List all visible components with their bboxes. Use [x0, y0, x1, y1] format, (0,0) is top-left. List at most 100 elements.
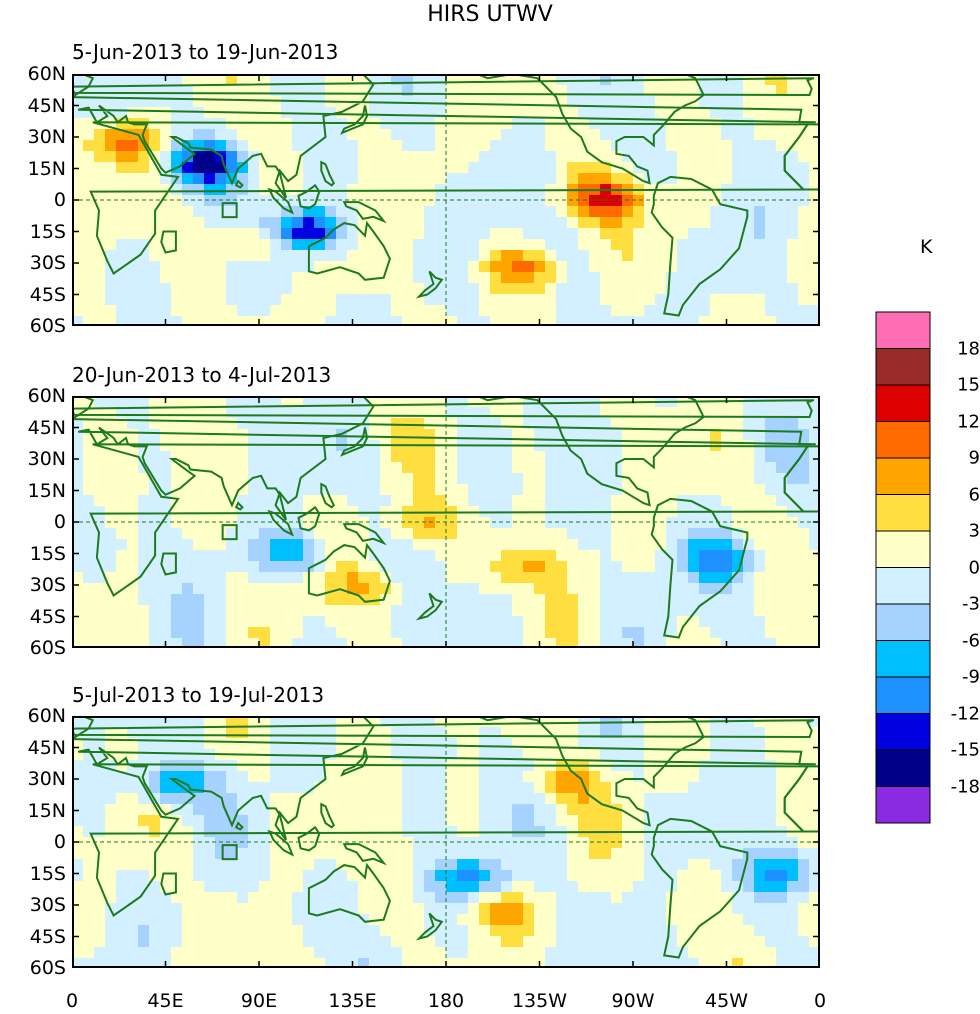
anomaly-cell — [534, 528, 546, 540]
anomaly-cell — [314, 239, 326, 251]
anomaly-cell — [259, 451, 271, 463]
anomaly-cell — [259, 294, 271, 306]
anomaly-cell — [732, 283, 744, 295]
anomaly-cell — [644, 418, 656, 430]
anomaly-cell — [193, 294, 205, 306]
anomaly-cell — [699, 129, 711, 141]
anomaly-cell — [611, 903, 623, 915]
anomaly-cell — [501, 881, 513, 893]
anomaly-cell — [468, 528, 480, 540]
anomaly-cell — [578, 925, 590, 937]
anomaly-cell — [721, 250, 733, 262]
anomaly-cell — [468, 451, 480, 463]
anomaly-cell — [644, 616, 656, 628]
anomaly-cell — [127, 914, 139, 926]
anomaly-cell — [72, 749, 84, 761]
anomaly-cell — [303, 914, 315, 926]
anomaly-cell — [138, 107, 150, 119]
anomaly-cell — [501, 594, 513, 606]
anomaly-cell — [666, 473, 678, 485]
anomaly-cell — [479, 958, 491, 968]
anomaly-cell — [688, 517, 700, 529]
anomaly-cell — [688, 528, 700, 540]
anomaly-cell — [435, 716, 447, 728]
anomaly-cell — [413, 837, 425, 849]
anomaly-cell — [600, 925, 612, 937]
anomaly-cell — [490, 771, 502, 783]
anomaly-cell — [413, 107, 425, 119]
anomaly-cell — [248, 760, 260, 772]
anomaly-cell — [523, 495, 535, 507]
anomaly-cell — [160, 294, 172, 306]
anomaly-cell — [281, 462, 293, 474]
anomaly-cell — [699, 107, 711, 119]
anomaly-cell — [83, 716, 95, 728]
anomaly-cell — [721, 272, 733, 284]
anomaly-cell — [182, 283, 194, 295]
anomaly-cell — [292, 316, 304, 326]
anomaly-cell — [380, 129, 392, 141]
anomaly-cell — [809, 738, 820, 750]
anomaly-cell — [479, 451, 491, 463]
anomaly-cell — [237, 925, 249, 937]
anomaly-cell — [754, 228, 766, 240]
anomaly-cell — [94, 771, 106, 783]
anomaly-cell — [776, 771, 788, 783]
anomaly-cell — [523, 473, 535, 485]
anomaly-cell — [490, 74, 502, 86]
anomaly-cell — [226, 129, 238, 141]
anomaly-cell — [413, 958, 425, 968]
anomaly-cell — [424, 771, 436, 783]
anomaly-cell — [710, 528, 722, 540]
anomaly-cell — [644, 539, 656, 551]
anomaly-cell — [798, 206, 810, 218]
anomaly-cell — [402, 451, 414, 463]
anomaly-cell — [424, 903, 436, 915]
anomaly-cell — [248, 129, 260, 141]
anomaly-cell — [787, 804, 799, 816]
anomaly-cell — [457, 418, 469, 430]
anomaly-cell — [567, 782, 579, 794]
anomaly-cell — [721, 195, 733, 207]
anomaly-cell — [149, 484, 161, 496]
anomaly-cell — [765, 250, 777, 262]
anomaly-cell — [611, 195, 623, 207]
anomaly-cell — [402, 473, 414, 485]
anomaly-cell — [424, 716, 436, 728]
anomaly-cell — [644, 195, 656, 207]
coastline — [650, 175, 749, 317]
anomaly-cell — [160, 506, 172, 518]
anomaly-cell — [380, 947, 392, 959]
anomaly-cell — [699, 793, 711, 805]
anomaly-cell — [809, 239, 820, 251]
anomaly-cell — [699, 572, 711, 584]
anomaly-cell — [578, 716, 590, 728]
anomaly-cell — [248, 228, 260, 240]
anomaly-cell — [479, 749, 491, 761]
anomaly-cell — [303, 716, 315, 728]
anomaly-cell — [281, 903, 293, 915]
anomaly-cell — [226, 195, 238, 207]
anomaly-cell — [336, 151, 348, 163]
anomaly-cell — [182, 484, 194, 496]
anomaly-cell — [105, 539, 117, 551]
anomaly-cell — [292, 396, 304, 408]
anomaly-cell — [677, 539, 689, 551]
anomaly-cell — [710, 283, 722, 295]
anomaly-cell — [83, 870, 95, 882]
anomaly-cell — [589, 272, 601, 284]
anomaly-cell — [523, 716, 535, 728]
anomaly-cell — [171, 85, 183, 97]
anomaly-cell — [633, 451, 645, 463]
anomaly-cell — [798, 914, 810, 926]
anomaly-cell — [567, 429, 579, 441]
anomaly-cell — [446, 151, 458, 163]
anomaly-cell — [105, 283, 117, 295]
anomaly-cell — [699, 837, 711, 849]
anomaly-cell — [589, 936, 601, 948]
anomaly-cell — [72, 958, 84, 968]
anomaly-cell — [193, 572, 205, 584]
anomaly-cell — [149, 74, 161, 86]
anomaly-cell — [215, 451, 227, 463]
coastline — [650, 497, 749, 639]
